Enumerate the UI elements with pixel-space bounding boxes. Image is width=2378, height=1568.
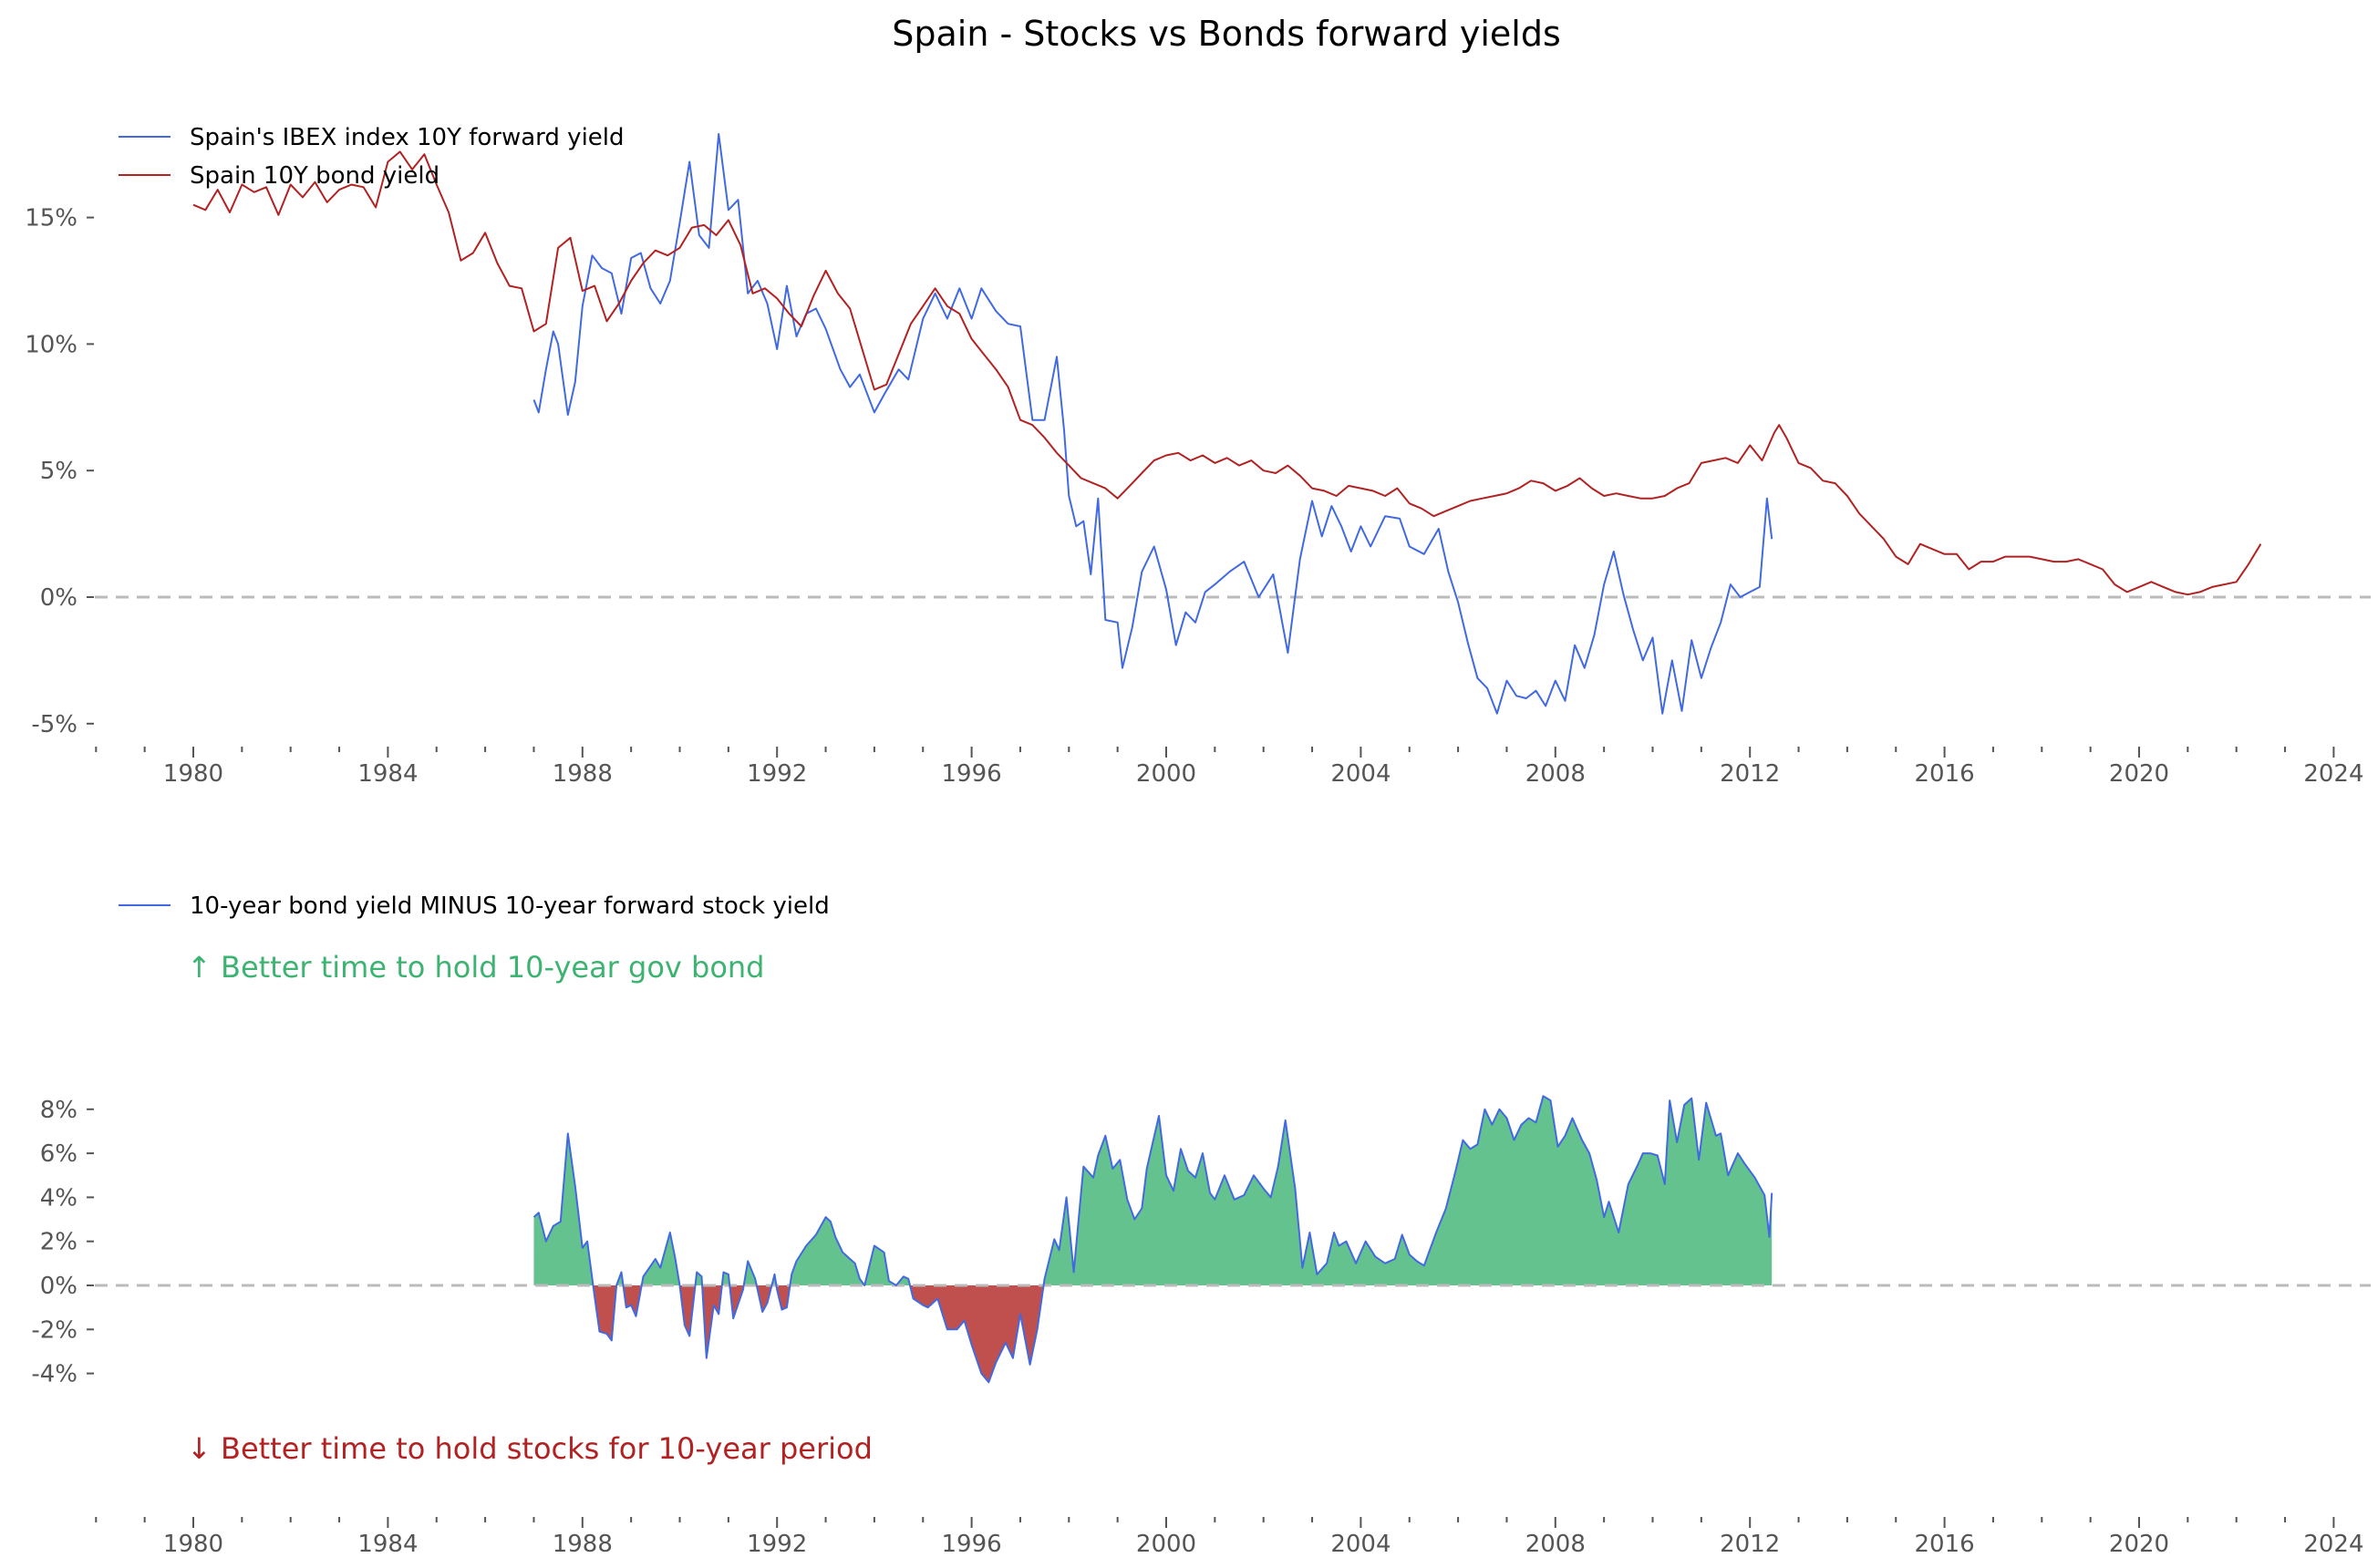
y-tick-label: 0%	[40, 584, 78, 612]
legend-label-bond: Spain 10Y bond yield	[190, 162, 439, 190]
y-tick-label: 0%	[40, 1273, 78, 1300]
y-tick-label: 5%	[40, 458, 78, 485]
x-tick-label: 1988	[553, 1531, 613, 1558]
top-x-axis: 1980 1984 1988 1992 1996 2000 2004 2008 2012 2016…	[95, 747, 2363, 788]
x-tick-label: 2004	[1330, 760, 1391, 788]
x-tick-label: 2016	[1915, 760, 1975, 788]
top-series-group	[192, 133, 2262, 715]
x-tick-label: 1980	[163, 760, 223, 788]
y-tick-label: 8%	[40, 1097, 78, 1124]
x-tick-label: 2008	[1525, 1531, 1586, 1558]
positive-spread-fill	[533, 1096, 1773, 1285]
x-tick-label: 2012	[1720, 760, 1780, 788]
x-tick-label: 2008	[1525, 760, 1586, 788]
annotation-stocks-better: ↓ Better time to hold stocks for 10-year…	[187, 1431, 873, 1466]
top-panel: -5% 0% 5% 10% 15% 1980 1984 1988 1992 1996 2000 20…	[25, 124, 2371, 788]
chart-title: Spain - Stocks vs Bonds forward yields	[892, 14, 1561, 54]
x-tick-label: 2012	[1720, 1531, 1780, 1558]
series-line-spain-s-ibex-index-10y-forward-yield	[532, 133, 1773, 715]
series-line-10-year-bond-yield-minus-10-year-forward-stock-yield	[532, 1095, 1773, 1384]
x-tick-label: 2020	[2109, 1531, 2169, 1558]
top-y-axis: -5% 0% 5% 10% 15%	[25, 205, 94, 738]
bottom-y-axis: -4% -2% 0% 2% 4% 6% 8%	[31, 1097, 94, 1388]
top-legend: Spain's IBEX index 10Y forward yield Spa…	[119, 124, 625, 190]
bottom-panel: -4% -2% 0% 2% 4% 6% 8% 1980 1984 1988 1992 1996 200…	[31, 892, 2371, 1558]
series-line-spain-10y-bond-yield	[192, 150, 2262, 596]
bottom-series-group	[532, 1095, 1773, 1384]
x-tick-label: 1988	[553, 760, 613, 788]
legend-label-spread: 10-year bond yield MINUS 10-year forward…	[190, 892, 830, 920]
x-tick-label: 2020	[2109, 760, 2169, 788]
bottom-x-axis: 1980 1984 1988 1992 1996 2000 2004 2008 2012 2016…	[95, 1517, 2363, 1558]
x-tick-label: 2000	[1136, 760, 1196, 788]
bottom-legend: 10-year bond yield MINUS 10-year forward…	[119, 892, 830, 920]
y-tick-label: 15%	[25, 205, 78, 232]
x-tick-label: 1996	[942, 760, 1002, 788]
x-tick-label: 2004	[1330, 1531, 1391, 1558]
y-tick-label: -5%	[31, 711, 78, 738]
legend-label-ibex: Spain's IBEX index 10Y forward yield	[190, 124, 625, 151]
y-tick-label: 2%	[40, 1229, 78, 1256]
y-tick-label: -4%	[31, 1361, 78, 1388]
x-tick-label: 2024	[2303, 1531, 2363, 1558]
y-tick-label: 4%	[40, 1184, 78, 1212]
x-tick-label: 2024	[2303, 760, 2363, 788]
y-tick-label: 6%	[40, 1140, 78, 1168]
x-tick-label: 2016	[1915, 1531, 1975, 1558]
x-tick-label: 1980	[163, 1531, 223, 1558]
x-tick-label: 1984	[357, 760, 418, 788]
x-tick-label: 1992	[747, 1531, 807, 1558]
x-tick-label: 1992	[747, 760, 807, 788]
annotation-bond-better: ↑ Better time to hold 10-year gov bond	[187, 950, 764, 985]
x-tick-label: 2000	[1136, 1531, 1196, 1558]
y-tick-label: 10%	[25, 331, 78, 358]
x-tick-label: 1996	[942, 1531, 1002, 1558]
y-tick-label: -2%	[31, 1316, 78, 1344]
x-tick-label: 1984	[357, 1531, 418, 1558]
